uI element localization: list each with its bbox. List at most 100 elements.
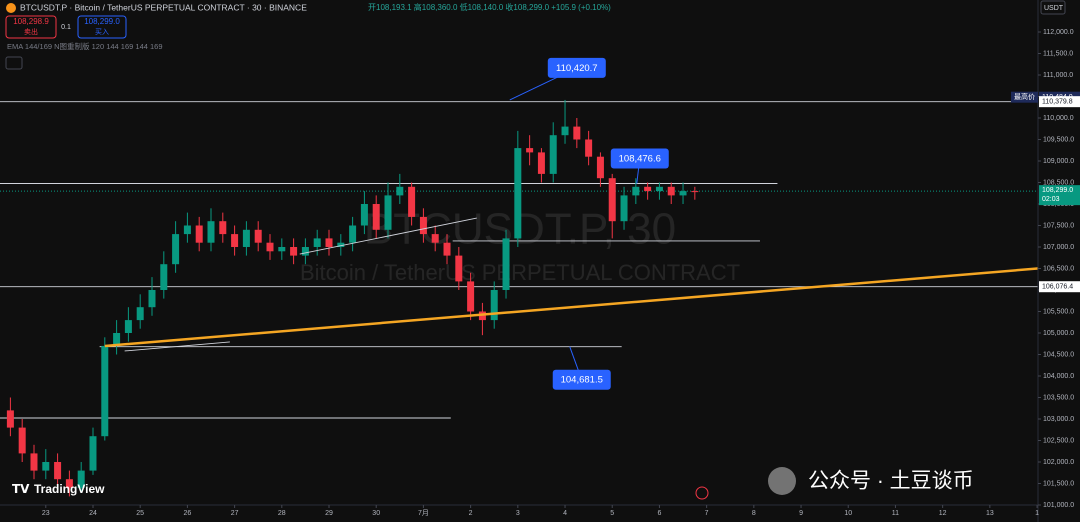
candle-body: [396, 186, 404, 196]
x-tick-label: 27: [231, 510, 239, 517]
last-price-box: [1039, 185, 1080, 206]
y-tick-label: 109,500.0: [1043, 136, 1074, 143]
y-tick-label: 108,500.0: [1043, 179, 1074, 186]
price-label-box: [1039, 96, 1080, 108]
candle-body: [526, 148, 534, 153]
candle-body: [172, 234, 180, 265]
candle-body: [113, 332, 121, 346]
footer: 公众号 · 土豆谈币: [808, 470, 974, 493]
price-axis: [1038, 0, 1080, 522]
x-tick-label: 23: [42, 510, 50, 517]
x-tick-label: 30: [372, 510, 380, 517]
trend-line: [299, 217, 477, 255]
candle-body: [207, 221, 215, 243]
ohlc-legend: 开108,193.1 高108,360.0 低108,140.0 收108,29…: [368, 2, 611, 12]
candle-body: [455, 255, 463, 282]
candle-body: [136, 307, 144, 321]
candle-body: [30, 453, 38, 471]
logo: TradingView: [34, 482, 105, 496]
candle-body: [443, 242, 451, 256]
wechat-icon: [768, 467, 796, 495]
x-tick-label: 3: [516, 510, 520, 517]
countdown: 02:03: [1042, 196, 1060, 203]
candle-body: [467, 281, 475, 312]
spread: 0.1: [61, 24, 71, 31]
y-tick-label: 103,000.0: [1043, 416, 1074, 423]
candle-body: [325, 238, 333, 247]
candle-body: [655, 186, 663, 192]
price-label-box: [1039, 281, 1080, 293]
candle-body: [585, 139, 593, 157]
price-label: 110,379.8: [1042, 99, 1073, 106]
sell-price: 108,298.9: [13, 17, 49, 26]
candle-body: [124, 320, 132, 333]
x-tick-label: 1: [1035, 510, 1039, 517]
callout-label: 104,681.5: [561, 375, 603, 386]
x-tick-label: 8: [752, 510, 756, 517]
candle-body: [160, 264, 168, 290]
buy-label: 买入: [95, 28, 109, 36]
alert-icon[interactable]: [695, 486, 709, 500]
x-tick-label: 7: [705, 510, 709, 517]
candle-body: [408, 186, 416, 217]
candle-body: [290, 246, 298, 256]
candle-body: [266, 242, 274, 252]
candle-body: [573, 126, 581, 140]
callout-box: [547, 57, 606, 78]
candle-body: [502, 238, 510, 290]
callout-box: [610, 148, 669, 169]
price-label-caption: 最高价: [1014, 92, 1035, 101]
y-tick-label: 111,500.0: [1043, 50, 1073, 57]
y-tick-label: 104,500.0: [1043, 351, 1074, 358]
x-tick-label: 6: [657, 510, 661, 517]
y-tick-label: 110,000.0: [1043, 115, 1074, 122]
y-tick-label: 101,500.0: [1043, 480, 1074, 487]
candle-body: [360, 203, 368, 226]
buy-button[interactable]: [77, 15, 127, 39]
currency-button[interactable]: [1040, 0, 1066, 15]
x-tick-label: 5: [610, 510, 614, 517]
candle-body: [679, 191, 687, 196]
candle-body: [242, 229, 250, 247]
x-tick-label: 25: [136, 510, 144, 517]
candle-body: [691, 191, 699, 193]
y-tick-label: 109,000.0: [1043, 158, 1074, 165]
candle-body: [620, 195, 628, 222]
candle-body: [596, 156, 604, 179]
watermark: Bitcoin / TetherUS PERPETUAL CONTRACT: [300, 260, 740, 285]
sell-button[interactable]: [5, 15, 57, 39]
candle-body: [101, 345, 109, 437]
candle-body: [231, 234, 239, 247]
callout-box: [552, 369, 611, 390]
y-tick-label: 101,000.0: [1043, 502, 1074, 509]
y-tick-label: 105,000.0: [1043, 330, 1074, 337]
y-tick-label: 106,500.0: [1043, 265, 1074, 272]
x-tick-label: 24: [89, 510, 97, 517]
x-tick-label: 4: [563, 510, 567, 517]
candle-body: [219, 221, 227, 235]
candle-body: [644, 186, 652, 192]
y-tick-label: 103,500.0: [1043, 394, 1074, 401]
currency: USDT: [1044, 5, 1064, 12]
candle-body: [313, 238, 321, 247]
symbol-title: BTCUSDT.P · Bitcoin / TetherUS PERPETUAL…: [20, 2, 307, 12]
y-tick-label: 107,500.0: [1043, 222, 1074, 229]
x-tick-label: 11: [892, 510, 899, 517]
candle-body: [431, 234, 439, 243]
candle-body: [537, 152, 545, 174]
candle-body: [372, 203, 380, 230]
candle-body: [549, 135, 557, 174]
candle-body: [54, 461, 62, 480]
x-tick-label: 7月: [418, 509, 429, 517]
y-tick-label: 102,500.0: [1043, 437, 1074, 444]
candle-body: [514, 148, 522, 239]
candle-body: [349, 225, 357, 243]
candle-body: [337, 242, 345, 247]
collapse-button[interactable]: [5, 56, 23, 70]
candle-body: [148, 289, 156, 308]
x-tick-label: 2: [469, 510, 473, 517]
candle-body: [278, 246, 286, 252]
x-tick-label: 28: [278, 510, 286, 517]
logo-mark: 𝗧𝗩: [12, 482, 30, 496]
